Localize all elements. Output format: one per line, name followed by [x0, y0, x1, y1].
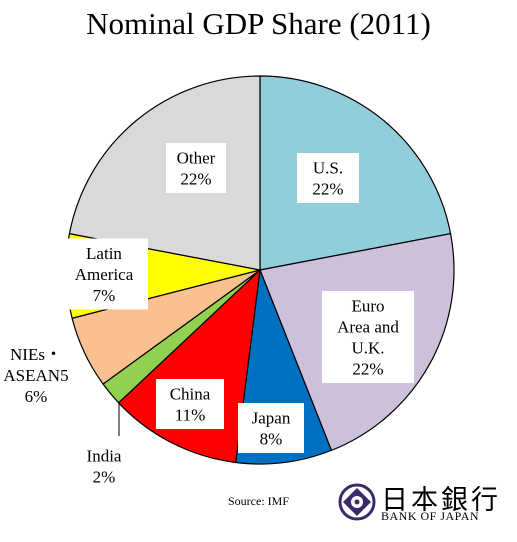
source-note: Source: IMF	[228, 494, 289, 508]
pie-slice-3	[117, 268, 261, 464]
slice-label-line-7-0: Other	[177, 149, 216, 168]
slice-label-line-7-1: 22%	[180, 170, 211, 189]
slice-label-line-6-1: America	[75, 265, 134, 284]
slice-label-line-0-1: 22%	[312, 180, 343, 199]
slice-label-line-1-0: Euro	[351, 297, 384, 316]
slice-label-5: NIEs・ ASEAN5 6%	[3, 345, 68, 406]
slice-label-line-1-1: Area and	[337, 318, 399, 337]
logo-english-text: BANK OF JAPAN	[381, 509, 480, 523]
slice-label-line-4-0: India	[87, 447, 122, 466]
slice-label-line-5-2: 6%	[25, 387, 48, 406]
slice-label-0: U.S. 22%	[312, 159, 343, 199]
slice-label-line-0-0: U.S.	[313, 159, 343, 178]
slice-label-line-4-1: 2%	[93, 468, 116, 487]
slice-label-line-1-2: U.K.	[351, 339, 384, 358]
slice-label-box-6	[60, 238, 148, 310]
chart-title: Nominal GDP Share (2011)	[86, 6, 431, 41]
slice-label-line-5-1: ASEAN5	[3, 366, 68, 385]
pie-slice-7	[68, 75, 261, 271]
slice-label-line-2-0: Japan	[252, 409, 291, 428]
bank-of-japan-logo: 日本銀行 BANK OF JAPAN	[337, 478, 512, 528]
slice-label-box-0	[297, 153, 359, 203]
slice-label-line-2-1: 8%	[260, 430, 283, 449]
slice-label-4: India 2%	[87, 447, 122, 487]
bank-of-japan-emblem-icon	[338, 483, 376, 521]
slice-label-line-3-0: China	[170, 385, 211, 404]
slice-label-line-1-3: 22%	[352, 360, 383, 379]
slice-label-2: Japan 8%	[252, 409, 291, 449]
slice-label-box-1	[322, 291, 414, 383]
slice-label-box-3	[156, 379, 224, 429]
slice-label-7: Other 22%	[177, 149, 216, 189]
logo-kanji-text: 日本銀行	[381, 485, 501, 516]
slice-label-line-5-0: NIEs・	[10, 345, 62, 364]
slice-label-3: China 11%	[170, 385, 211, 425]
slice-label-box-2	[238, 403, 304, 453]
slice-label-6: Latin America 7%	[75, 244, 134, 305]
slice-label-line-6-2: 7%	[93, 286, 116, 305]
slice-label-box-7	[166, 143, 226, 193]
slice-label-1: Euro Area and U.K. 22%	[337, 297, 399, 379]
slice-label-line-3-1: 11%	[175, 406, 206, 425]
slice-label-line-6-0: Latin	[86, 244, 122, 263]
